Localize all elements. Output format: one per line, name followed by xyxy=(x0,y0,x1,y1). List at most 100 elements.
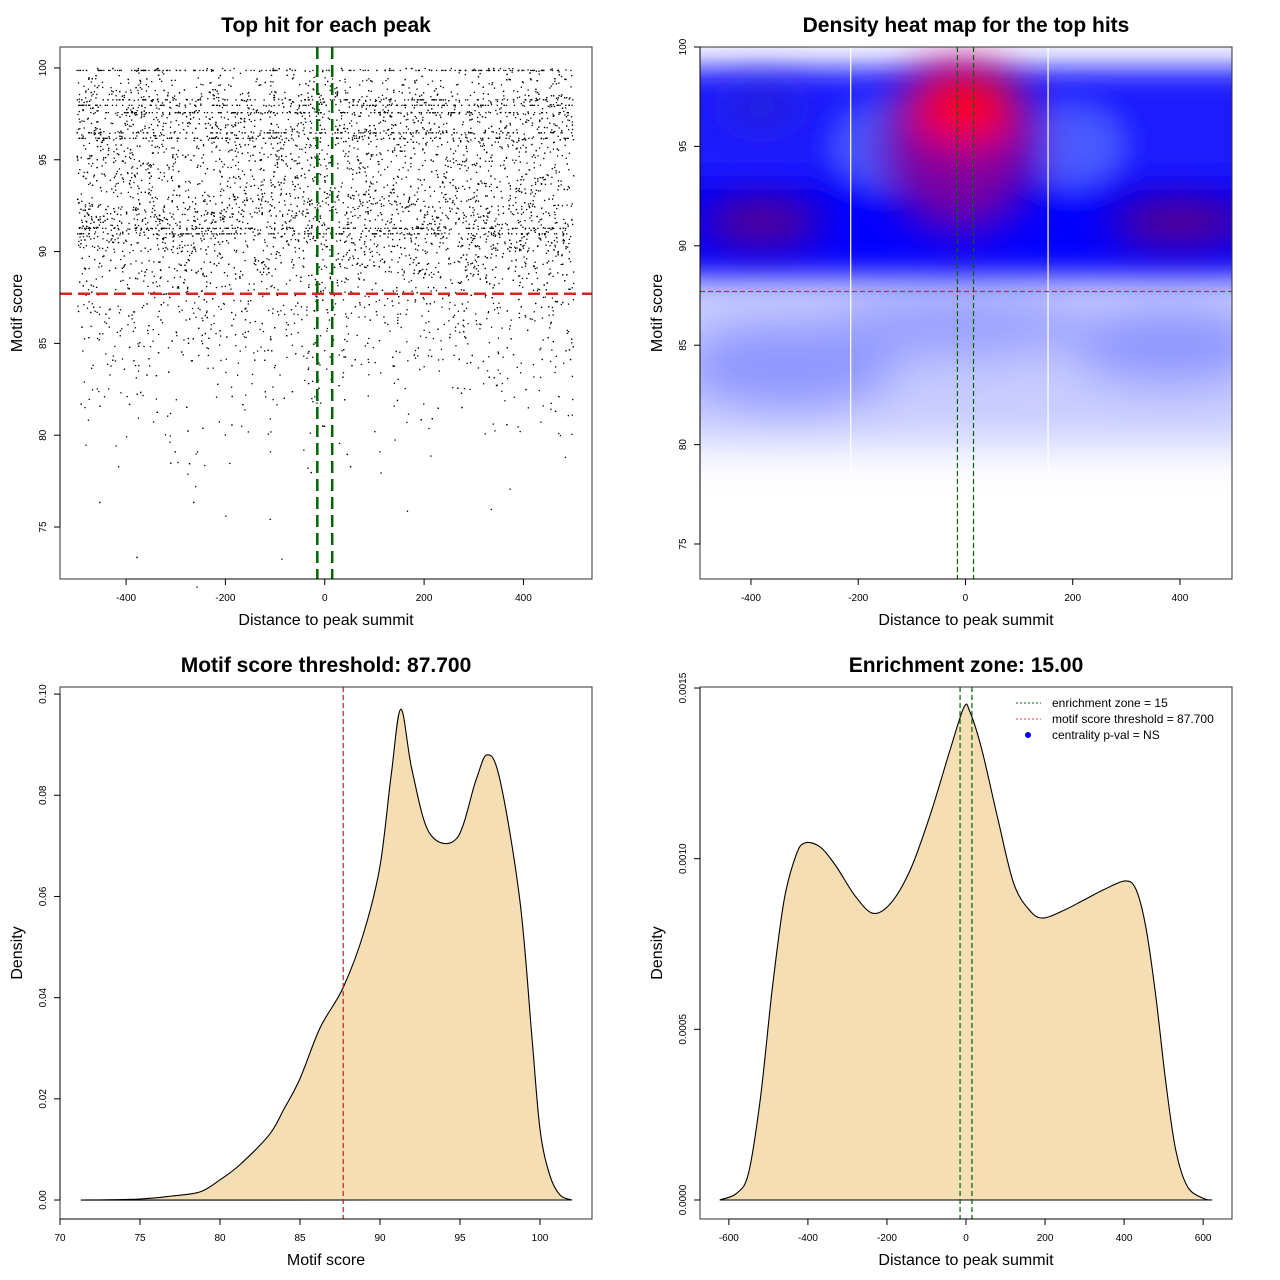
scatter-point xyxy=(569,97,571,99)
scatter-point xyxy=(389,69,391,72)
scatter-point xyxy=(123,242,125,244)
scatter-point xyxy=(456,207,458,209)
scatter-point xyxy=(229,138,231,140)
scatter-point xyxy=(408,281,410,283)
scatter-point xyxy=(358,132,360,134)
scatter-point xyxy=(80,239,82,241)
scatter-point xyxy=(281,224,284,226)
scatter-point xyxy=(375,202,377,205)
scatter-point xyxy=(445,193,447,195)
scatter-point xyxy=(298,105,301,107)
scatter-point xyxy=(512,204,514,206)
scatter-point xyxy=(464,188,466,190)
scatter-point xyxy=(106,212,108,215)
scatter-point xyxy=(470,215,472,217)
scatter-point xyxy=(484,433,486,435)
scatter-point xyxy=(130,109,132,111)
scatter-point xyxy=(185,137,187,139)
scatter-point xyxy=(326,330,328,332)
scatter-point xyxy=(309,70,311,73)
scatter-point xyxy=(477,225,479,228)
scatter-point xyxy=(295,112,297,114)
scatter-point xyxy=(222,302,225,305)
scatter-point xyxy=(129,196,132,198)
scatter-point xyxy=(320,137,322,139)
scatter-point xyxy=(129,152,131,154)
scatter-point xyxy=(418,168,420,171)
scatter-point xyxy=(224,89,226,91)
scatter-point xyxy=(250,198,252,200)
scatter-point xyxy=(121,177,124,179)
scatter-point xyxy=(193,242,195,244)
scatter-point xyxy=(120,208,122,210)
scatter-point xyxy=(91,205,93,207)
scatter-point xyxy=(214,124,217,126)
scatter-point xyxy=(292,267,294,269)
scatter-point xyxy=(526,233,528,235)
scatter-point xyxy=(536,80,538,82)
scatter-point xyxy=(454,69,456,72)
scatter-point xyxy=(177,234,179,236)
scatter-point xyxy=(316,153,318,155)
scatter-point xyxy=(388,245,390,247)
scatter-point xyxy=(549,151,552,153)
scatter-point xyxy=(342,111,344,113)
scatter-point xyxy=(497,369,499,371)
scatter-point xyxy=(162,241,164,243)
scatter-point xyxy=(146,163,148,165)
scatter-point xyxy=(141,104,143,106)
scatter-point xyxy=(509,246,511,248)
scatter-point xyxy=(129,183,131,185)
scatter-point xyxy=(139,82,142,84)
scatter-point xyxy=(130,186,132,189)
scatter-point xyxy=(94,231,97,233)
scatter-point xyxy=(185,190,187,192)
scatter-point xyxy=(219,84,221,86)
scatter-point xyxy=(308,227,311,229)
scatter-point xyxy=(247,114,250,116)
scatter-point xyxy=(127,107,129,109)
scatter-point xyxy=(521,266,523,268)
scatter-point xyxy=(391,124,393,126)
scatter-point xyxy=(487,207,489,209)
scatter-point xyxy=(304,231,306,233)
scatter-point xyxy=(308,275,310,277)
scatter-point xyxy=(173,132,175,134)
scatter-point xyxy=(199,309,201,311)
scatter-point xyxy=(475,219,477,221)
scatter-point xyxy=(316,296,318,298)
scatter-point xyxy=(520,103,522,105)
scatter-point xyxy=(452,387,454,389)
scatter-point xyxy=(496,104,498,106)
scatter-point xyxy=(480,137,482,139)
scatter-point xyxy=(147,132,149,134)
scatter-point xyxy=(274,229,276,231)
scatter-point xyxy=(359,168,361,170)
scatter-point xyxy=(447,263,450,265)
scatter-point xyxy=(116,195,119,198)
scatter-point xyxy=(318,158,321,161)
scatter-point xyxy=(296,177,298,179)
scatter-point xyxy=(551,68,553,70)
scatter-point xyxy=(404,144,406,147)
scatter-point xyxy=(519,275,521,277)
scatter-point xyxy=(204,233,206,235)
scatter-point xyxy=(392,124,395,127)
scatter-point xyxy=(138,224,140,227)
scatter-point xyxy=(85,97,87,99)
scatter-point xyxy=(567,114,569,116)
scatter-point xyxy=(310,127,312,129)
scatter-point xyxy=(372,183,374,185)
scatter-point xyxy=(540,183,543,185)
scatter-point xyxy=(258,207,260,209)
scatter-point xyxy=(353,227,355,229)
scatter-point xyxy=(454,108,456,111)
scatter-point xyxy=(423,366,425,368)
scatter-point xyxy=(261,198,263,200)
scatter-point xyxy=(84,206,87,208)
scatter-point xyxy=(201,233,203,235)
scatter-point xyxy=(192,132,194,134)
scatter-point xyxy=(147,332,149,335)
scatter-point xyxy=(417,355,419,357)
